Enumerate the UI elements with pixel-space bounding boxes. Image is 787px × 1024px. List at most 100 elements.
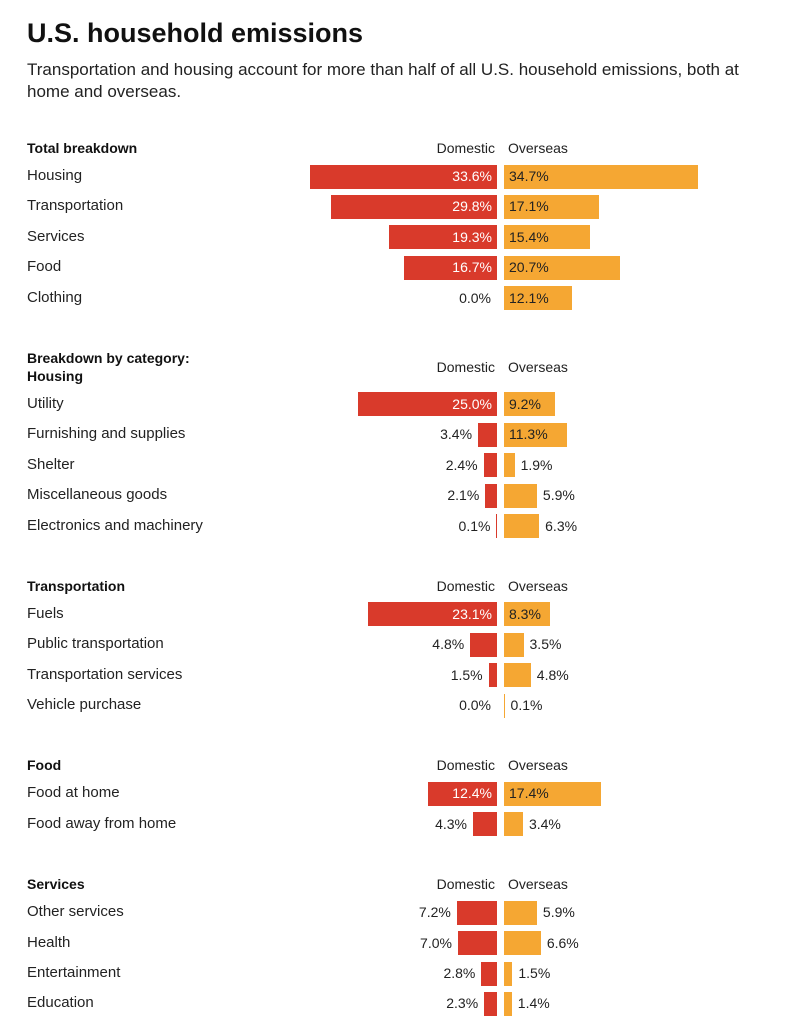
category-label: Transportation services bbox=[27, 665, 183, 683]
panel-title: Food bbox=[27, 757, 62, 774]
category-label: Transportation bbox=[27, 197, 124, 215]
bar bbox=[484, 991, 497, 1016]
panel-title: Total breakdown bbox=[27, 140, 138, 156]
bar bbox=[368, 602, 497, 627]
value-label: 33.6% bbox=[452, 168, 492, 184]
category-label: Food at home bbox=[27, 784, 120, 802]
value-label: 6.6% bbox=[546, 934, 579, 951]
category-label: Miscellaneous goods bbox=[27, 486, 168, 504]
subtitle: Transportation and housing account for m… bbox=[27, 60, 739, 101]
category-label: Health bbox=[27, 933, 71, 951]
panel: Breakdown by category: Housing Domestic Ov… bbox=[27, 349, 787, 541]
bar bbox=[504, 900, 537, 925]
bar bbox=[504, 422, 568, 447]
bar bbox=[496, 514, 497, 539]
value-label: 2.3% bbox=[446, 995, 479, 1012]
category-label: Electronics and machinery bbox=[27, 516, 203, 534]
value-label: 0.0% bbox=[459, 289, 491, 306]
value-label: 25.0% bbox=[452, 395, 492, 412]
category-label: Fuels bbox=[27, 604, 64, 622]
bar bbox=[470, 632, 497, 657]
value-label: 20.7% bbox=[509, 259, 549, 276]
category-label: Shelter bbox=[27, 455, 75, 473]
legend-entry: Overseas bbox=[508, 876, 568, 893]
value-label: 15.4% bbox=[509, 228, 549, 245]
row: Vehicle purchase 0.0% 0.1% bbox=[27, 690, 787, 720]
value-label: 1.4% bbox=[517, 995, 550, 1012]
legend-entry: Domestic bbox=[436, 757, 495, 774]
value-label: 12.1% bbox=[509, 289, 549, 306]
bar bbox=[504, 931, 541, 956]
bar bbox=[504, 225, 590, 250]
value-label: 3.5% bbox=[529, 636, 562, 653]
value-label: 7.2% bbox=[418, 904, 451, 921]
panel-header: Food Domestic Overseas bbox=[27, 756, 787, 774]
value-label: 34.7% bbox=[509, 168, 549, 184]
bar bbox=[504, 781, 602, 806]
row: Entertainment 2.8% 1.5% bbox=[27, 958, 787, 988]
value-label: 7.0% bbox=[420, 934, 452, 951]
row: Education 2.3% 1.4% bbox=[27, 988, 787, 1018]
category-label: Vehicle purchase bbox=[27, 696, 142, 714]
legend-entry: Overseas bbox=[508, 757, 568, 774]
panel-header: Services Domestic Overseas bbox=[27, 875, 787, 893]
row: Food at home 12.4% 17.4% bbox=[27, 778, 787, 808]
row: Housing 33.6% 34.7% bbox=[27, 161, 787, 191]
value-label: 4.8% bbox=[432, 636, 465, 653]
panel-title: Transportation bbox=[27, 577, 126, 594]
bar bbox=[330, 194, 497, 219]
category-label: Other services bbox=[27, 903, 124, 921]
row: Transportation services 1.5% 4.8% bbox=[27, 660, 787, 690]
panel-title: Services bbox=[27, 876, 85, 893]
bar bbox=[357, 392, 497, 417]
bar bbox=[457, 931, 497, 956]
value-label: 5.9% bbox=[542, 487, 575, 504]
row: Food 16.7% 20.7% bbox=[27, 252, 787, 282]
title: U.S. household emissions bbox=[27, 18, 364, 48]
value-label: 0.0% bbox=[459, 697, 491, 714]
bar bbox=[504, 483, 537, 508]
panel-header: Breakdown by category: Housing Domestic Ov… bbox=[27, 349, 787, 385]
category-label: Utility bbox=[27, 394, 64, 412]
legend-entry: Overseas bbox=[508, 577, 568, 594]
category-label: Clothing bbox=[27, 288, 83, 306]
row: Furnishing and supplies 3.4% 11.3% bbox=[27, 419, 787, 449]
value-label: 17.4% bbox=[509, 785, 549, 802]
panel-header: Transportation Domestic Overseas bbox=[27, 577, 787, 595]
bar bbox=[504, 812, 523, 837]
value-label: 19.3% bbox=[452, 228, 492, 245]
value-label: 0.1% bbox=[458, 517, 491, 534]
value-label: 17.1% bbox=[509, 198, 549, 215]
value-label: 16.7% bbox=[452, 259, 492, 276]
bar bbox=[478, 422, 497, 447]
value-label: 4.8% bbox=[536, 666, 569, 683]
bar bbox=[427, 781, 497, 806]
bar bbox=[504, 961, 513, 986]
bar bbox=[504, 514, 540, 539]
row: Miscellaneous goods 2.1% 5.9% bbox=[27, 480, 787, 510]
legend-entry: Domestic bbox=[436, 140, 495, 156]
bar bbox=[504, 693, 505, 718]
bar bbox=[403, 255, 497, 280]
row: Other services 7.2% 5.9% bbox=[27, 897, 787, 927]
bar bbox=[504, 602, 551, 627]
value-label: 11.3% bbox=[509, 426, 548, 443]
panel: Total breakdown Domestic Overseas Housing 33… bbox=[27, 139, 787, 313]
panel-header: Total breakdown Domestic Overseas bbox=[27, 139, 787, 157]
row: Health 7.0% 6.6% bbox=[27, 928, 787, 958]
category-label: Entertainment bbox=[27, 964, 121, 982]
bar bbox=[504, 453, 515, 478]
bar bbox=[504, 164, 698, 189]
value-label: 1.5% bbox=[518, 965, 551, 982]
bar bbox=[504, 632, 524, 657]
bar bbox=[309, 164, 497, 189]
row: Food away from home 4.3% 3.4% bbox=[27, 809, 787, 839]
value-label: 5.9% bbox=[542, 904, 575, 921]
legend-entry: Domestic bbox=[436, 876, 495, 893]
value-label: 8.3% bbox=[509, 605, 541, 622]
bar bbox=[389, 225, 497, 250]
bar bbox=[488, 663, 497, 688]
legend-entry: Overseas bbox=[508, 140, 568, 156]
